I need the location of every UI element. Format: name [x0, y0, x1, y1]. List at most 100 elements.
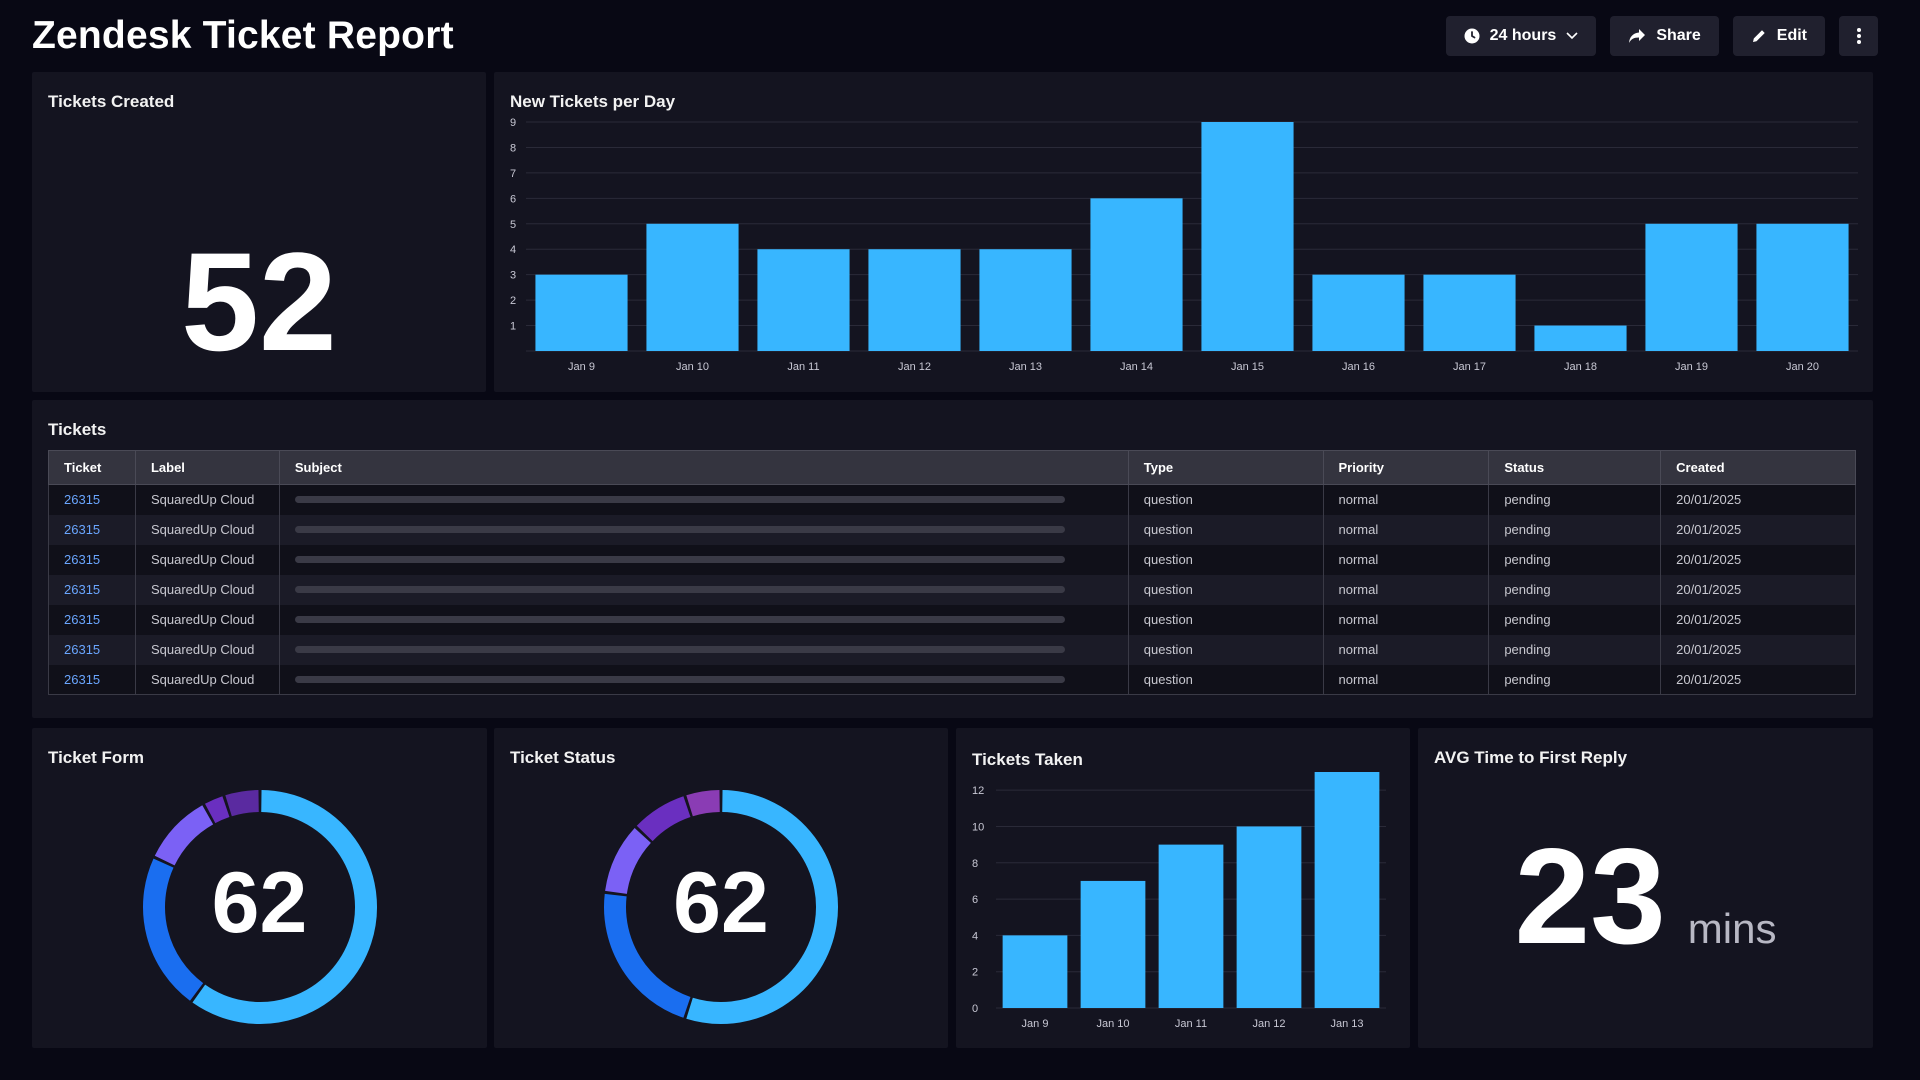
donut-slice[interactable]	[143, 858, 204, 1001]
bar[interactable]	[1314, 772, 1380, 1008]
column-header-subject[interactable]: Subject	[278, 450, 1129, 485]
cell-type: question	[1127, 574, 1324, 605]
bar[interactable]	[1201, 122, 1294, 351]
cell-status: pending	[1488, 604, 1662, 635]
donut-slice[interactable]	[192, 790, 377, 1024]
bar[interactable]	[1002, 935, 1068, 1008]
more-options-button[interactable]	[1839, 16, 1878, 56]
ticket-status-tile[interactable]: Ticket Status 62	[494, 728, 948, 1048]
x-tick-label: Jan 16	[1342, 361, 1375, 373]
cell-ticket[interactable]: 26315	[48, 544, 136, 575]
cell-ticket[interactable]: 26315	[48, 664, 136, 695]
tickets-table-tile[interactable]: Tickets Ticket Label Subject Type Priori…	[32, 400, 1873, 718]
table-row[interactable]: 26315 SquaredUp Cloud question normal pendin…	[48, 514, 1856, 545]
donut-slice[interactable]	[225, 790, 260, 817]
donut-slice[interactable]	[154, 805, 214, 866]
tile-title: Tickets Created	[48, 92, 175, 111]
tickets-taken-tile[interactable]: Tickets Taken 0 2 4 6 8 10 12 Jan 9 Jan 10 Jan 11…	[956, 728, 1410, 1048]
y-tick-label: 6	[972, 894, 978, 906]
cell-ticket[interactable]: 26315	[48, 484, 136, 515]
bar[interactable]	[1423, 274, 1516, 351]
cell-ticket[interactable]: 26315	[48, 634, 136, 665]
y-tick-label: 1	[510, 321, 516, 333]
column-header-created[interactable]: Created	[1660, 450, 1856, 485]
y-tick-label: 7	[510, 168, 516, 180]
donut-slice[interactable]	[686, 790, 838, 1024]
bar[interactable]	[1080, 880, 1146, 1008]
bar[interactable]	[1158, 844, 1224, 1008]
edit-button[interactable]: Edit	[1732, 16, 1825, 56]
table-row[interactable]: 26315 SquaredUp Cloud question normal pendin…	[48, 484, 1856, 515]
subject-placeholder-bar	[294, 556, 1065, 563]
donut-center-value: 62	[211, 855, 308, 951]
x-tick-label: Jan 13	[1330, 1018, 1363, 1030]
column-header-priority[interactable]: Priority	[1322, 450, 1490, 485]
share-button[interactable]: Share	[1610, 16, 1719, 56]
cell-status: pending	[1488, 574, 1662, 605]
bar[interactable]	[646, 223, 739, 351]
subject-placeholder-bar	[294, 616, 1065, 623]
column-header-label[interactable]: Label	[134, 450, 280, 485]
tickets-created-tile[interactable]: Tickets Created 52	[32, 72, 486, 392]
cell-status: pending	[1488, 514, 1662, 545]
donut-slice[interactable]	[604, 893, 691, 1018]
table-row[interactable]: 26315 SquaredUp Cloud question normal pendin…	[48, 634, 1856, 665]
cell-ticket[interactable]: 26315	[48, 514, 136, 545]
chevron-down-icon	[1566, 32, 1578, 40]
bar[interactable]	[757, 249, 850, 351]
cell-type: question	[1127, 514, 1324, 545]
table-row[interactable]: 26315 SquaredUp Cloud question normal pendin…	[48, 544, 1856, 575]
new-tickets-bar-chart: 1 2 3 4 5 6 7 8 9 Jan 9 Jan 10 Jan 11 Jan 12 Jan 13 Ja…	[510, 117, 1858, 373]
donut-slice[interactable]	[204, 796, 230, 824]
new-tickets-per-day-tile[interactable]: New Tickets per Day 1 2 3 4 5 6 7 8 9 Jan 9 Jan 10…	[494, 72, 1873, 392]
bar[interactable]	[1312, 274, 1405, 351]
table-row[interactable]: 26315 SquaredUp Cloud question normal pendin…	[48, 574, 1856, 605]
donut-slice[interactable]	[686, 790, 721, 817]
bar[interactable]	[1645, 223, 1738, 351]
cell-created: 20/01/2025	[1660, 634, 1856, 665]
kpi-unit: mins	[1687, 905, 1777, 952]
timeframe-dropdown[interactable]: 24 hours	[1445, 16, 1597, 56]
donut-slice[interactable]	[605, 828, 652, 895]
cell-subject	[278, 604, 1129, 635]
bar[interactable]	[1090, 198, 1183, 351]
cell-status: pending	[1488, 664, 1662, 695]
cell-ticket[interactable]: 26315	[48, 604, 136, 635]
y-tick-label: 2	[510, 295, 516, 307]
cell-priority: normal	[1322, 544, 1490, 575]
donut-center-value: 62	[673, 855, 769, 951]
bar[interactable]	[868, 249, 961, 351]
kpi-value: 23	[1514, 820, 1666, 972]
x-tick-label: Jan 12	[898, 361, 931, 373]
cell-priority: normal	[1322, 634, 1490, 665]
bar[interactable]	[1756, 223, 1849, 351]
bar[interactable]	[535, 274, 628, 351]
subject-placeholder-bar	[294, 526, 1065, 533]
cell-status: pending	[1488, 544, 1662, 575]
bar[interactable]	[1534, 325, 1627, 351]
table-row[interactable]: 26315 SquaredUp Cloud question normal pendin…	[48, 664, 1856, 695]
gridlines	[526, 121, 1858, 327]
column-header-ticket[interactable]: Ticket	[48, 450, 136, 485]
x-tick-label: Jan 9	[1022, 1018, 1049, 1030]
x-tick-label: Jan 11	[1175, 1018, 1207, 1030]
cell-created: 20/01/2025	[1660, 574, 1856, 605]
bar[interactable]	[979, 249, 1072, 351]
cell-ticket[interactable]: 26315	[48, 574, 136, 605]
column-header-status[interactable]: Status	[1488, 450, 1662, 485]
table-row[interactable]: 26315 SquaredUp Cloud question normal pendin…	[48, 604, 1856, 635]
donut-slice[interactable]	[636, 796, 691, 842]
subject-placeholder-bar	[294, 496, 1065, 504]
ticket-form-tile[interactable]: Ticket Form 62	[32, 728, 487, 1048]
kebab-menu-icon	[1856, 28, 1861, 44]
tile-title: Ticket Form	[48, 748, 145, 767]
table-header-row: Ticket Label Subject Type Priority Statu…	[48, 450, 1856, 485]
avg-time-first-reply-tile[interactable]: AVG Time to First Reply 23 mins	[1418, 728, 1873, 1048]
column-header-type[interactable]: Type	[1127, 450, 1324, 485]
cell-subject	[278, 574, 1129, 605]
y-tick-label: 4	[510, 244, 516, 256]
bar[interactable]	[1236, 826, 1302, 1008]
y-tick-label: 8	[972, 858, 978, 870]
subject-placeholder-bar	[294, 586, 1065, 593]
tickets-table: Ticket Label Subject Type Priority Statu…	[48, 450, 1856, 695]
